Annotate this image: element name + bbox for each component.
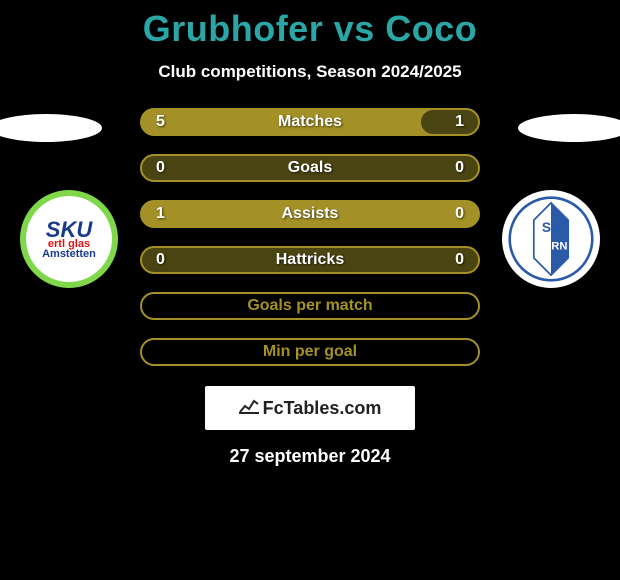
svg-text:HORN: HORN	[535, 240, 568, 252]
stat-right-value: 0	[455, 205, 464, 223]
left-club-badge: SKU ertl glas Amstetten	[20, 190, 118, 288]
stat-label: Min per goal	[263, 343, 357, 361]
stats-column: 5 1 Matches 0 0 Goals 1 0 Assists 0 0 Hattricks Goal…	[135, 108, 485, 366]
stat-label: Matches	[278, 113, 342, 131]
stat-bar: 1 0 Assists	[140, 200, 480, 228]
stat-right-value: 0	[455, 251, 464, 269]
right-flag-placeholder	[518, 114, 620, 142]
subtitle: Club competitions, Season 2024/2025	[158, 62, 461, 82]
footer-brand-badge: FcTables.com	[205, 386, 415, 430]
sv-horn-logo-icon: SV HORN	[508, 196, 594, 282]
stat-label: Hattricks	[276, 251, 344, 269]
right-column: SV HORN	[485, 108, 605, 288]
chart-icon	[239, 398, 259, 419]
stat-bar: 5 1 Matches	[140, 108, 480, 136]
stat-bar: 0 0 Goals	[140, 154, 480, 182]
stat-bar-right-segment	[421, 110, 478, 134]
stat-label: Assists	[282, 205, 339, 223]
footer-date: 27 september 2024	[229, 446, 390, 467]
stat-left-value: 5	[156, 113, 165, 131]
stat-right-value: 1	[455, 113, 464, 131]
main-row: SKU ertl glas Amstetten 5 1 Matches 0 0 Goals…	[0, 108, 620, 366]
left-club-badge-inner: SKU ertl glas Amstetten	[26, 196, 112, 282]
stat-bar: 0 0 Hattricks	[140, 246, 480, 274]
stat-left-value: 1	[156, 205, 165, 223]
left-flag-placeholder	[0, 114, 102, 142]
comparison-infographic: Grubhofer vs Coco Club competitions, Sea…	[0, 0, 620, 467]
stat-left-value: 0	[156, 251, 165, 269]
stat-label: Goals	[288, 159, 332, 177]
left-column: SKU ertl glas Amstetten	[15, 108, 135, 288]
stat-right-value: 0	[455, 159, 464, 177]
stat-bar-plain: Goals per match	[140, 292, 480, 320]
stat-label: Goals per match	[247, 297, 372, 315]
svg-text:SV: SV	[542, 220, 561, 235]
left-club-line3: Amstetten	[42, 248, 96, 260]
page-title: Grubhofer vs Coco	[143, 8, 478, 50]
stat-bar-plain: Min per goal	[140, 338, 480, 366]
footer-brand-text: FcTables.com	[263, 398, 382, 419]
stat-left-value: 0	[156, 159, 165, 177]
right-club-badge: SV HORN	[502, 190, 600, 288]
